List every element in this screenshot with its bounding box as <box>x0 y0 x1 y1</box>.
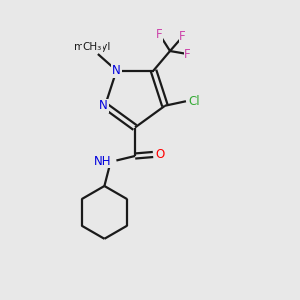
Text: N: N <box>112 64 121 77</box>
Text: methyl: methyl <box>74 42 111 52</box>
Text: O: O <box>156 148 165 161</box>
Text: Cl: Cl <box>188 95 200 108</box>
Text: F: F <box>179 30 186 43</box>
Text: NH: NH <box>94 155 111 168</box>
Text: CH₃: CH₃ <box>83 42 102 52</box>
Text: F: F <box>184 47 191 61</box>
Text: N: N <box>99 99 108 112</box>
Text: F: F <box>156 28 163 41</box>
